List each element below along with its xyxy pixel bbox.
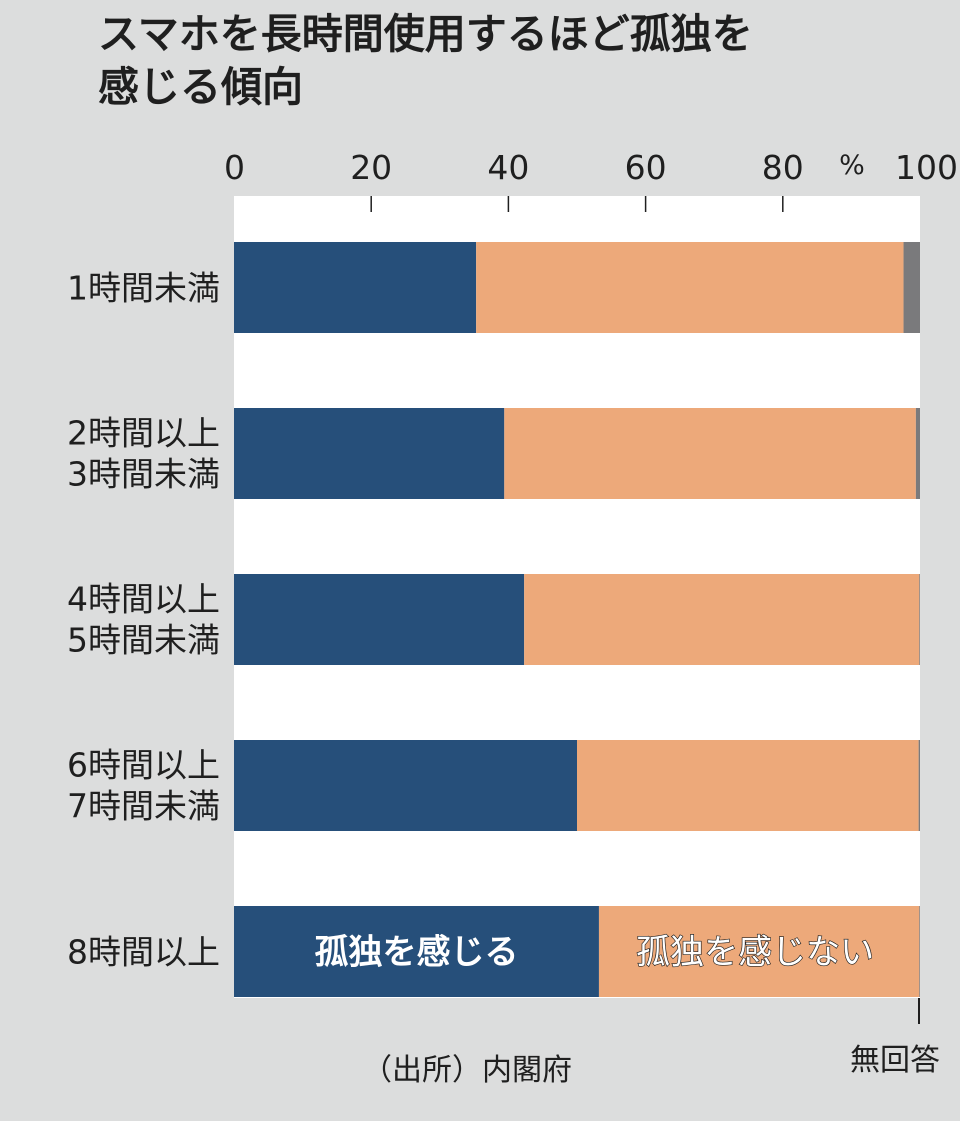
x-tick-label: 80 bbox=[762, 148, 804, 187]
category-label: 8時間以上 bbox=[67, 933, 220, 972]
bar-segment-feel-lonely bbox=[234, 242, 477, 333]
chart-title: スマホを長時間使用するほど孤独を 感じる傾向 bbox=[98, 8, 938, 114]
x-axis: 0 20 40 60 80 100 bbox=[224, 148, 958, 212]
no-answer-label: 無回答 bbox=[850, 1043, 940, 1078]
legend-not-lonely: 孤独を感じない bbox=[636, 933, 874, 973]
category-label-line: 6時間以上 bbox=[67, 746, 220, 785]
category-label-line: 3時間未満 bbox=[67, 455, 220, 494]
legend: 孤独を感じる 孤独を感じない bbox=[314, 932, 874, 973]
x-axis-unit: % bbox=[839, 150, 865, 181]
x-tick-label: 20 bbox=[350, 148, 392, 187]
bar-segment-no-answer bbox=[919, 906, 920, 997]
bar-segment-feel-lonely bbox=[234, 574, 525, 665]
category-label-line: 5時間未満 bbox=[67, 621, 220, 660]
legend-feel-lonely: 孤独を感じる bbox=[314, 933, 518, 973]
chart-title-line-2: 感じる傾向 bbox=[98, 63, 303, 111]
bar-segment-not-lonely bbox=[598, 906, 920, 997]
bar-segment-not-lonely bbox=[476, 242, 904, 333]
category-label-line: 7時間未満 bbox=[67, 787, 220, 826]
bar-segment-feel-lonely bbox=[234, 740, 577, 831]
bar-segment-feel-lonely bbox=[234, 408, 505, 499]
bar-segment-not-lonely bbox=[504, 408, 916, 499]
x-tick-label: 60 bbox=[625, 148, 667, 187]
bar-segment-no-answer bbox=[918, 740, 920, 831]
bar-segment-no-answer bbox=[903, 242, 920, 333]
bar-segment-feel-lonely bbox=[234, 906, 599, 997]
bars bbox=[234, 242, 920, 997]
x-tick-label: 0 bbox=[224, 148, 245, 187]
x-tick-label: 40 bbox=[487, 148, 529, 187]
bar-segment-not-lonely bbox=[577, 740, 919, 831]
x-tick-label: 100 bbox=[895, 148, 958, 187]
bar-segment-no-answer bbox=[915, 408, 920, 499]
bar-segment-no-answer bbox=[919, 574, 920, 665]
bar-segment-not-lonely bbox=[524, 574, 920, 665]
source-note: （出所）内閣府 bbox=[362, 1053, 572, 1088]
chart-title-line-1: スマホを長時間使用するほど孤独を bbox=[98, 10, 753, 58]
category-label-line: 4時間以上 bbox=[67, 580, 220, 619]
category-label-line: 2時間以上 bbox=[67, 414, 220, 453]
category-label: 1時間未満 bbox=[67, 269, 220, 308]
